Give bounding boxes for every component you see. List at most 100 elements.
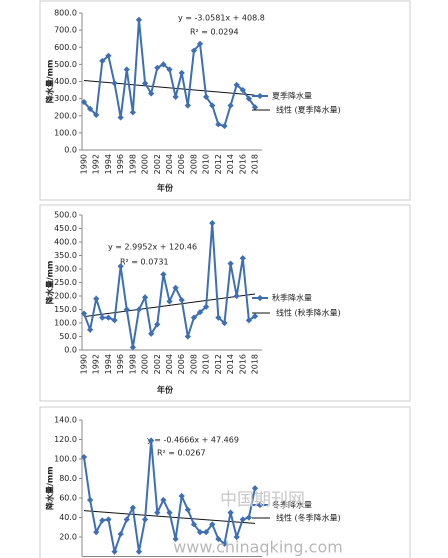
y-tick-label: 120.0: [54, 435, 77, 444]
point: [166, 66, 173, 73]
y-tick-label: 0.0: [64, 146, 77, 155]
x-tick-label: 1994: [104, 354, 113, 374]
point: [105, 52, 112, 59]
y-tick-label: 400.0: [54, 238, 77, 247]
point: [135, 548, 143, 555]
point: [80, 98, 88, 106]
point: [239, 86, 246, 94]
point: [233, 81, 240, 89]
point: [178, 492, 185, 500]
trend-r2: R² = 0.0267: [157, 449, 206, 458]
x-tick-label: 1994: [104, 154, 113, 174]
point: [154, 321, 161, 328]
trend-equation: y = -3.0581x + 408.8: [178, 14, 265, 23]
x-tick-label: 2012: [214, 354, 223, 374]
point: [251, 485, 259, 492]
trend-equation: y = -0.4666x + 47.469: [147, 436, 239, 445]
point: [184, 333, 191, 340]
point: [86, 326, 94, 333]
y-tick-label: 60.0: [59, 494, 77, 503]
trendline: [83, 80, 256, 96]
point: [129, 109, 136, 116]
y-tick-label: 50.0: [59, 332, 77, 341]
x-tick-label: 2002: [153, 154, 162, 174]
point: [105, 516, 112, 523]
panel: [39, 204, 411, 402]
legend-label: 夏季降水量: [272, 91, 312, 101]
point: [160, 496, 167, 504]
legend-label: 线性 (秋季降水量): [276, 308, 341, 318]
point: [154, 509, 161, 516]
x-tick-label: 2016: [238, 354, 247, 374]
y-tick-label: 40.0: [59, 513, 77, 522]
point: [111, 80, 118, 87]
x-tick-label: 2014: [226, 154, 235, 174]
y-tick-label: 600.0: [54, 43, 77, 52]
x-axis-label: 年份: [157, 385, 174, 395]
point: [215, 121, 222, 128]
trend-equation: y = 2.9952x + 120.46: [108, 243, 197, 252]
point: [251, 313, 259, 320]
y-axis-label: 降水量/mm: [45, 466, 55, 510]
x-axis-label: 年份: [157, 183, 174, 193]
y-tick-label: 300.0: [54, 265, 77, 274]
x-tick-label: 2004: [165, 154, 174, 174]
legend-label: 冬季降水量: [272, 500, 312, 510]
point: [178, 69, 185, 77]
x-tick-label: 1990: [80, 154, 89, 174]
y-tick-label: 350.0: [54, 251, 77, 260]
point: [209, 102, 216, 109]
panel: [39, 0, 411, 201]
x-tick-label: 1996: [116, 154, 125, 174]
x-tick-label: 2000: [141, 154, 150, 174]
point: [239, 516, 246, 523]
legend-label: 线性 (夏季降水量): [276, 105, 341, 115]
point: [111, 317, 118, 324]
point: [233, 292, 240, 300]
charts: 0.0 100.0 200.0 300.0 400.0 500.0 600.0 700.0 80…: [45, 9, 341, 557]
legend-marker: [256, 501, 264, 509]
point: [196, 529, 204, 536]
point: [239, 255, 246, 262]
point: [93, 111, 100, 119]
x-tick-label: 2010: [202, 354, 211, 374]
y-tick-label: 200.0: [54, 111, 77, 120]
y-tick-label: 20.0: [59, 533, 77, 542]
y-axis-label: 降水量/mm: [45, 60, 55, 104]
x-tick-label: 2010: [202, 154, 211, 174]
point: [227, 509, 234, 516]
point: [148, 90, 155, 97]
x-tick-label: 1992: [92, 154, 101, 174]
y-tick-label: 300.0: [54, 94, 77, 103]
point: [209, 219, 216, 227]
point: [141, 80, 149, 87]
watermark-url: www.chinaqking.com: [173, 538, 343, 557]
y-tick-label: 500.0: [54, 60, 77, 69]
trend-r2: R² = 0.0294: [190, 28, 239, 37]
point: [184, 506, 191, 513]
legend-label: 线性 (冬季降水量): [276, 513, 341, 523]
point: [111, 548, 118, 555]
legend-label: 秋季降水量: [272, 293, 312, 303]
x-tick-label: 2000: [141, 354, 150, 374]
x-tick-label: 2008: [189, 154, 198, 174]
point: [141, 516, 149, 523]
x-tick-label: 2002: [153, 354, 162, 374]
y-tick-label: 250.0: [54, 278, 77, 287]
trend-r2: R² = 0.0731: [120, 258, 169, 267]
point: [245, 95, 253, 102]
y-tick-label: 100.0: [54, 455, 77, 464]
y-tick-label: 450.0: [54, 224, 77, 233]
watermark: 中国期刊网: [220, 490, 305, 510]
x-tick-label: 2004: [165, 354, 174, 374]
x-tick-label: 2018: [251, 154, 260, 174]
legend-marker: [256, 92, 264, 100]
point: [172, 93, 179, 101]
point: [105, 314, 112, 321]
x-tick-label: 2006: [177, 354, 186, 374]
y-tick-label: 0.0: [64, 346, 77, 355]
x-tick-label: 2012: [214, 154, 223, 174]
point: [86, 496, 94, 504]
